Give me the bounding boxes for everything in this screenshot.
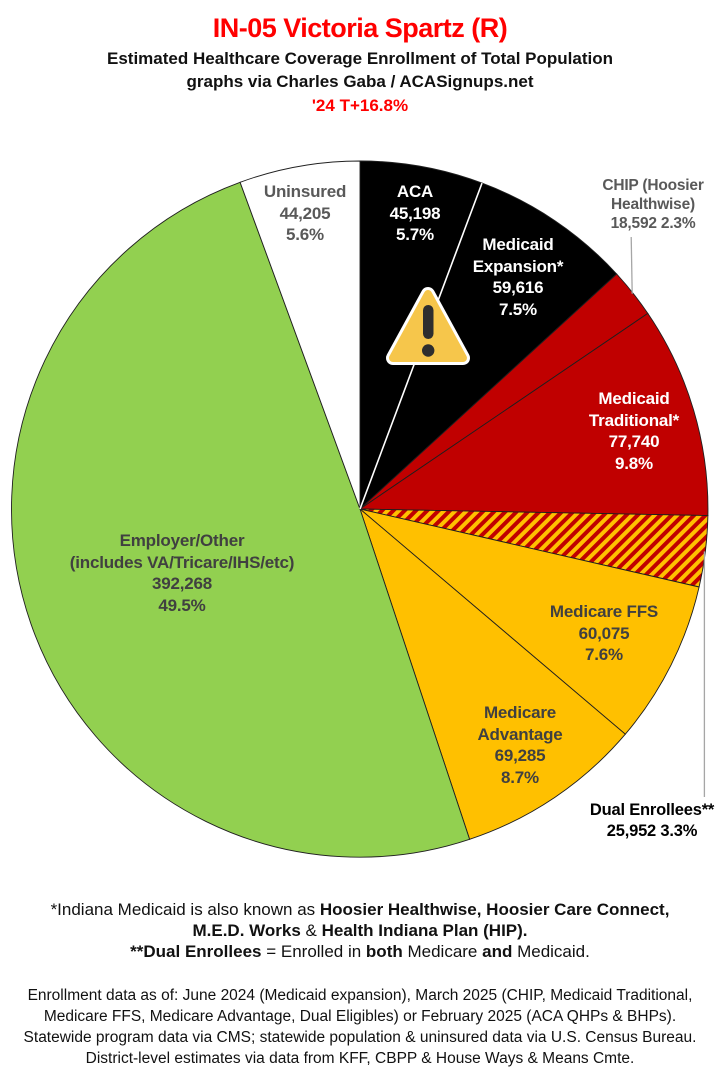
source-line: Medicare FFS, Medicare Advantage, Dual E… <box>43 1008 677 1025</box>
slice-name: Healthwise) <box>611 196 695 213</box>
leader-line-chip <box>630 236 633 294</box>
source-line: District-level estimates via data from K… <box>85 1050 635 1067</box>
slice-value: 59,616 <box>492 278 544 297</box>
header: IN-05 Victoria Spartz (R) Estimated Heal… <box>0 0 720 117</box>
leader-lines <box>630 236 706 797</box>
footnotes: *Indiana Medicaid is also known as Hoosi… <box>0 899 720 962</box>
slice-value: 60,075 <box>578 623 630 643</box>
label-medicare-advantage: Medicare Advantage 69,285 8.7% <box>477 702 562 788</box>
label-dual-enrollees: Dual Enrollees** 25,952 3.3% <box>590 800 714 842</box>
pie-slice-medicaid-traditional <box>358 312 709 517</box>
slice-pct: 7.6% <box>585 645 623 664</box>
slice-value: 25,952 3.3% <box>606 822 698 840</box>
change-label: '24 T+16.8% <box>311 96 409 115</box>
slice-name: Medicare FFS <box>549 602 659 621</box>
slice-name: Dual Enrollees** <box>589 801 715 819</box>
source-notes: Enrollment data as of: June 2024 (Medica… <box>0 985 720 1069</box>
page-title: IN-05 Victoria Spartz (R) <box>212 13 508 43</box>
pie-slice-employer-other <box>11 181 471 858</box>
label-employer-other: Employer/Other (includes VA/Tricare/IHS/… <box>69 530 295 616</box>
slice-pct: 5.7% <box>396 225 434 244</box>
pie-slice-medicare-advantage <box>359 507 626 840</box>
label-medicaid-expansion: Medicaid Expansion* 59,616 7.5% <box>473 234 564 320</box>
slice-name: ACA <box>396 182 434 201</box>
slice-value: 45,198 <box>389 203 441 223</box>
subtitle: Estimated Healthcare Coverage Enrollment… <box>107 49 613 68</box>
footnote-line: **Dual Enrollees = Enrolled in both Medi… <box>130 942 590 961</box>
slice-pct: 49.5% <box>158 595 206 615</box>
warning-icon <box>386 287 470 365</box>
pie-slice-medicare-ffs <box>359 508 700 735</box>
pie-slice-uninsured <box>239 160 361 510</box>
slice-name: Medicaid <box>598 389 670 408</box>
pie-chart <box>11 160 709 858</box>
slice-name: Medicare <box>483 703 557 722</box>
slice-name: Expansion* <box>472 256 564 276</box>
credit-line: graphs via Charles Gaba / ACASignups.net <box>186 72 534 91</box>
label-aca: ACA 45,198 5.7% <box>390 181 441 246</box>
label-medicaid-traditional: Medicaid Traditional* 77,740 9.8% <box>589 388 679 474</box>
pie-slice-medicaid-expansion <box>359 182 618 510</box>
slice-name: Advantage <box>477 724 563 744</box>
label-medicare-ffs: Medicare FFS 60,075 7.6% <box>550 601 658 666</box>
slice-value: 77,740 <box>608 432 660 451</box>
label-uninsured: Uninsured 44,205 5.6% <box>264 181 346 246</box>
slice-pct: 7.5% <box>499 299 537 319</box>
footnote-line: *Indiana Medicaid is also known as Hoosi… <box>50 900 670 919</box>
slice-name: CHIP (Hoosier <box>602 177 704 194</box>
slice-value: 69,285 <box>494 746 546 765</box>
slice-name: Uninsured <box>263 182 347 201</box>
slice-pct: 5.6% <box>286 225 324 244</box>
label-chip: CHIP (Hoosier Healthwise) 18,592 2.3% <box>602 176 704 233</box>
source-line: Statewide program data via CMS; statewid… <box>23 1029 697 1046</box>
slice-name: Employer/Other <box>119 531 245 550</box>
slice-value: 392,268 <box>151 574 213 593</box>
footnote-line: M.E.D. Works & Health Indiana Plan (HIP)… <box>192 921 528 940</box>
slice-pct: 8.7% <box>501 767 539 787</box>
source-line: Enrollment data as of: June 2024 (Medica… <box>27 987 693 1004</box>
slice-name: Traditional* <box>588 410 680 430</box>
slice-name: Medicaid <box>482 235 554 254</box>
slice-pct: 9.8% <box>615 453 653 473</box>
slice-value: 18,592 2.3% <box>610 215 696 232</box>
pie-slices <box>11 160 709 858</box>
slice-value: 44,205 <box>279 203 331 223</box>
slice-name: (includes VA/Tricare/IHS/etc) <box>69 552 295 572</box>
